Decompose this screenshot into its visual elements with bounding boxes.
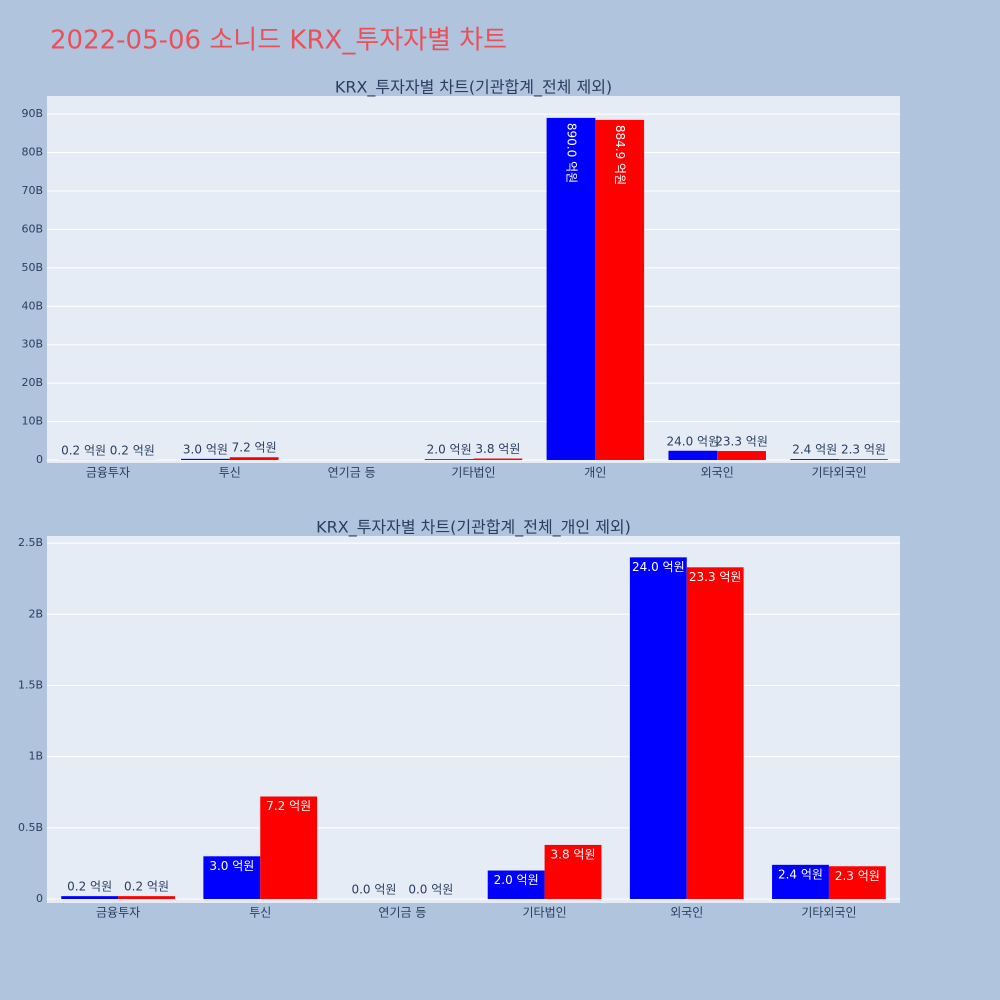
- bar: [595, 119, 645, 461]
- bar: [629, 557, 687, 899]
- data-label: 2.3 억원: [835, 869, 880, 883]
- chart-title: KRX_투자자별 차트(기관합계_전체_개인 제외): [316, 518, 631, 538]
- bar: [839, 459, 888, 460]
- y-tick-label: 30B: [21, 338, 43, 351]
- data-label: 0.0 억원: [351, 883, 396, 897]
- bar: [181, 458, 230, 460]
- data-label: 3.8 억원: [551, 847, 596, 861]
- x-tick-label: 외국인: [701, 466, 734, 480]
- x-tick-label: 기타외국인: [801, 906, 856, 920]
- x-tick-label: 연기금 등: [328, 466, 376, 480]
- data-label: 0.2 억원: [124, 880, 169, 894]
- x-tick-label: 투신: [219, 466, 241, 480]
- bar: [473, 458, 523, 460]
- plot-area: [47, 536, 900, 903]
- bar: [772, 864, 829, 899]
- data-label: 2.4 억원: [778, 867, 823, 881]
- data-label: 0.2 억원: [61, 443, 106, 457]
- y-tick-label: 60B: [21, 222, 43, 235]
- x-tick-label: 기타외국인: [811, 466, 866, 480]
- data-label: 2.4 억원: [792, 443, 837, 457]
- data-label: 7.2 억원: [266, 799, 311, 813]
- data-label: 2.0 억원: [427, 443, 472, 457]
- data-label: 3.8 억원: [475, 442, 520, 456]
- bar: [544, 844, 602, 899]
- x-tick-label: 투신: [249, 906, 271, 920]
- bar: [260, 796, 318, 899]
- y-tick-label: 20B: [21, 376, 43, 389]
- y-tick-label: 2.5B: [18, 536, 43, 549]
- data-label: 0.0 억원: [408, 883, 453, 897]
- y-tick-label: 1.5B: [18, 678, 43, 691]
- data-label: 2.0 억원: [494, 873, 539, 887]
- x-tick-label: 기타법인: [451, 466, 495, 480]
- x-tick-label: 기타법인: [522, 906, 566, 920]
- y-tick-label: 90B: [21, 107, 43, 120]
- y-tick-label: 70B: [21, 184, 43, 197]
- data-label: 24.0 억원: [632, 560, 685, 574]
- y-tick-label: 50B: [21, 261, 43, 274]
- plot-area: [47, 96, 900, 463]
- y-tick-label: 40B: [21, 299, 43, 312]
- bar: [790, 459, 840, 460]
- x-tick-label: 외국인: [670, 906, 703, 920]
- bar: [487, 870, 545, 899]
- bar: [546, 117, 596, 461]
- y-tick-label: 1B: [28, 750, 43, 763]
- y-tick-label: 2B: [28, 607, 43, 620]
- bar: [229, 457, 279, 460]
- y-tick-label: 80B: [21, 146, 43, 159]
- data-label: 3.0 억원: [183, 442, 228, 456]
- data-label: 7.2 억원: [232, 441, 277, 455]
- bar: [828, 866, 886, 899]
- x-tick-label: 개인: [584, 466, 606, 480]
- data-label: 23.3 억원: [689, 570, 742, 584]
- bar: [668, 450, 718, 460]
- x-tick-label: 연기금 등: [378, 906, 426, 920]
- data-label: 0.2 억원: [67, 880, 112, 894]
- bar: [686, 567, 744, 899]
- data-label: 3.0 억원: [209, 859, 254, 873]
- data-label: 24.0 억원: [667, 434, 720, 448]
- chart-title: KRX_투자자별 차트(기관합계_전체 제외): [335, 78, 612, 98]
- bar: [424, 459, 474, 460]
- data-label: 0.2 억원: [110, 443, 155, 457]
- x-tick-label: 금융투자: [96, 906, 140, 920]
- bar: [118, 896, 175, 899]
- page-title: 2022-05-06 소니드 KRX_투자자별 차트: [50, 26, 507, 56]
- data-label: 890.0 억원: [564, 123, 578, 183]
- data-label: 23.3 억원: [715, 435, 768, 449]
- x-tick-label: 금융투자: [86, 466, 130, 480]
- data-label: 884.9 억원: [613, 125, 627, 185]
- y-tick-label: 0.5B: [18, 821, 43, 834]
- y-tick-label: 10B: [21, 415, 43, 428]
- bar: [717, 451, 766, 460]
- y-tick-label: 0: [36, 453, 43, 466]
- y-tick-label: 0: [36, 892, 43, 905]
- bar: [61, 896, 119, 899]
- bar: [203, 856, 261, 899]
- data-label: 2.3 억원: [841, 443, 886, 457]
